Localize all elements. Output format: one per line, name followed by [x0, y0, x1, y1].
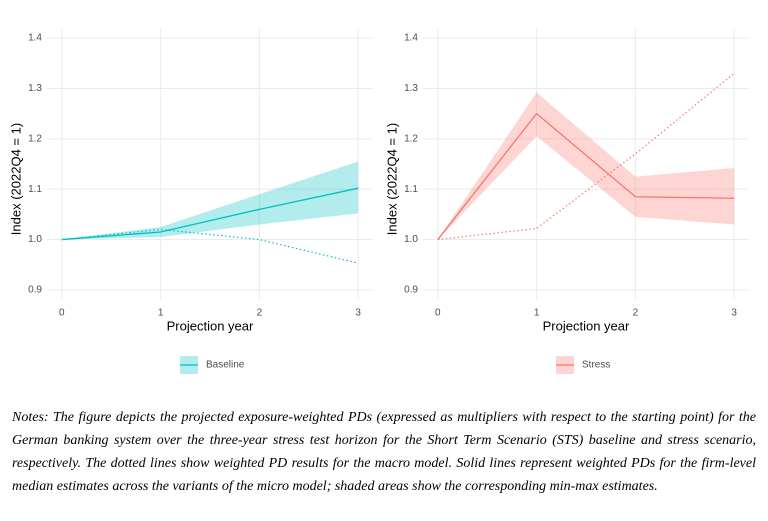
y-tick-label: 0.9 — [404, 285, 418, 296]
x-tick-label: 3 — [355, 308, 361, 319]
notes: Notes: The figure depicts the projected … — [12, 410, 756, 494]
macro-line — [61, 228, 359, 264]
y-tick-label: 1.3 — [404, 83, 418, 94]
x-tick-label: 1 — [158, 308, 164, 319]
y-tick-label: 1.4 — [28, 33, 42, 44]
x-tick-label: 2 — [257, 308, 263, 319]
x-tick-label: 1 — [534, 308, 540, 319]
y-tick-label: 0.9 — [28, 285, 42, 296]
y-tick-label: 1.0 — [404, 234, 418, 245]
macro-line — [437, 72, 735, 241]
x-axis-title: Projection year — [543, 318, 630, 333]
x-tick-label: 0 — [435, 308, 441, 319]
plot-area — [423, 28, 749, 300]
median-line — [437, 112, 735, 240]
plot-area — [47, 28, 373, 300]
range-band — [61, 161, 359, 240]
legend-label: Baseline — [206, 360, 245, 371]
y-tick-label: 1.4 — [404, 33, 418, 44]
x-tick-label: 0 — [59, 308, 65, 319]
y-tick-label: 1.3 — [28, 83, 42, 94]
y-axis-title: Index (2022Q4 = 1) — [384, 123, 399, 235]
y-tick-label: 1.2 — [28, 133, 42, 144]
y-tick-label: 1.2 — [404, 133, 418, 144]
range-band — [437, 92, 735, 240]
x-tick-label: 2 — [633, 308, 639, 319]
y-tick-label: 1.1 — [404, 184, 418, 195]
median-line — [61, 187, 359, 241]
legend-label: Stress — [582, 360, 610, 371]
y-tick-label: 1.0 — [28, 234, 42, 245]
y-tick-label: 1.1 — [28, 184, 42, 195]
y-axis-title: Index (2022Q4 = 1) — [8, 123, 23, 235]
chart: 0.9 1.0 1.1 1.2 1.3 1.4 0 1 2 3 Projection year Ind… — [8, 28, 749, 374]
x-tick-label: 3 — [731, 308, 737, 319]
x-axis-title: Projection year — [167, 318, 254, 333]
